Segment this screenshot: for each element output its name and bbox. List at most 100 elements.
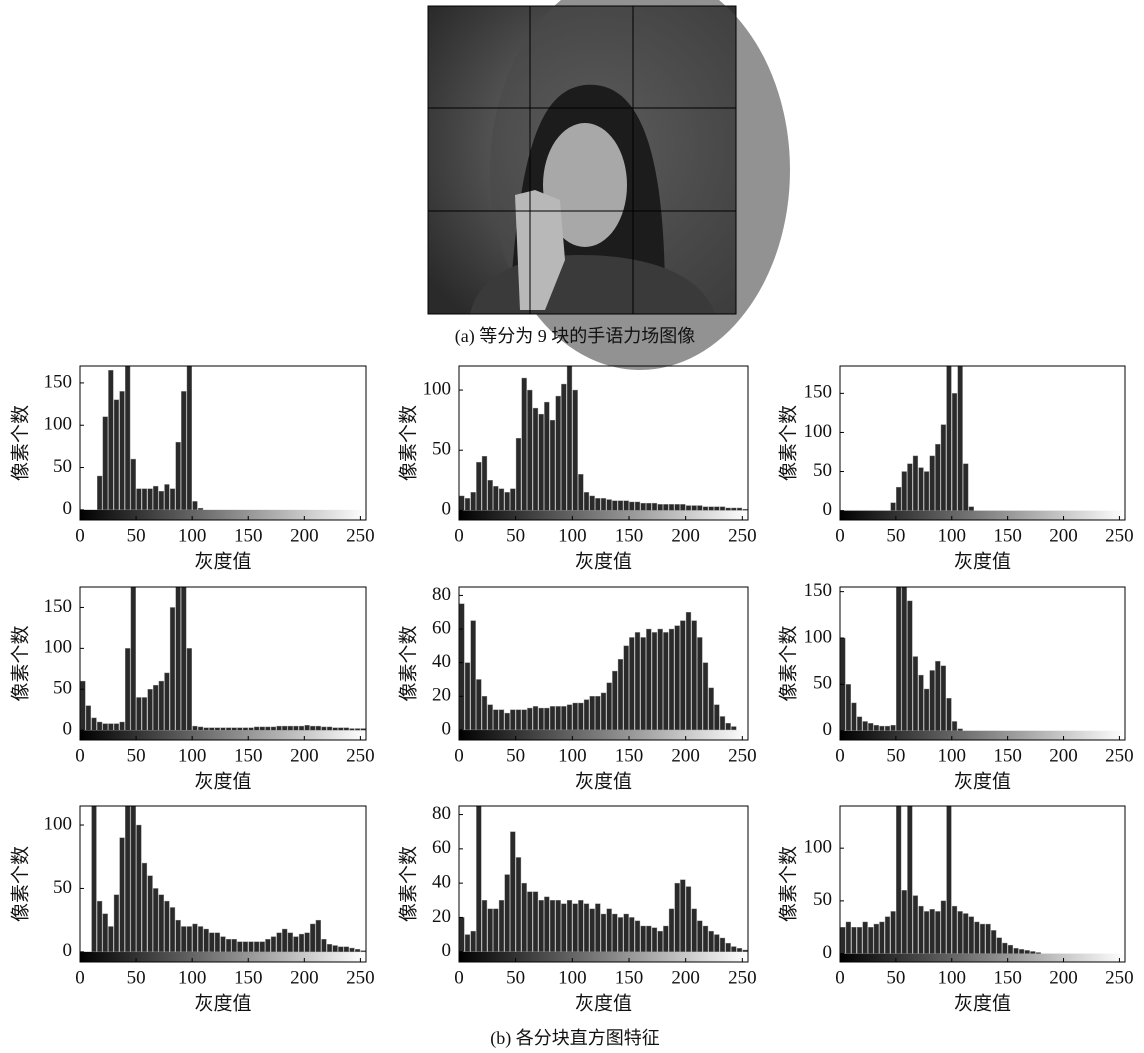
bar — [940, 665, 946, 731]
x-tick-label: 50 — [506, 525, 525, 546]
axes-frame — [79, 586, 367, 741]
bar — [612, 670, 618, 731]
bar — [85, 705, 92, 731]
bar — [80, 680, 86, 731]
bar — [164, 484, 170, 511]
gray-scale-bar — [459, 510, 748, 520]
x-tick-label: 50 — [127, 745, 146, 766]
bar — [164, 900, 170, 953]
bar — [175, 441, 181, 511]
bar — [338, 727, 344, 731]
bar — [237, 727, 243, 731]
x-tick-label: 150 — [234, 525, 263, 546]
y-axis-label: 像素个数 — [397, 405, 419, 481]
bar — [896, 586, 902, 731]
bar — [697, 637, 703, 731]
bar — [708, 930, 714, 952]
bar — [203, 727, 209, 731]
bar — [544, 896, 550, 952]
bar — [851, 927, 857, 954]
bar — [968, 506, 974, 511]
bar — [583, 492, 590, 511]
bar — [646, 628, 652, 731]
bar — [315, 919, 321, 953]
y-tick-label: 0 — [63, 940, 73, 961]
bar — [476, 805, 482, 952]
bar — [668, 628, 675, 731]
bar — [725, 507, 731, 511]
bar — [338, 946, 344, 953]
y-axis-label: 像素个数 — [9, 846, 31, 922]
bar — [555, 706, 561, 731]
x-tick-label: 100 — [558, 745, 587, 766]
x-tick-label: 150 — [993, 967, 1022, 988]
y-tick-label: 0 — [442, 940, 452, 961]
y-tick-label: 100 — [804, 626, 833, 647]
bar — [214, 727, 220, 731]
histogram-panel: 0 50 100 150 200 250 0 50 100 150 灰度值 像素个数 — [9, 586, 375, 792]
bar — [487, 908, 493, 952]
bar — [119, 721, 125, 731]
bar — [929, 670, 935, 731]
bar — [725, 942, 731, 952]
x-axis-label: 灰度值 — [954, 992, 1011, 1014]
y-tick-label: 0 — [442, 499, 452, 520]
bar — [130, 586, 136, 731]
y-tick-label: 100 — [44, 813, 73, 834]
bar — [578, 900, 584, 952]
bar — [851, 702, 857, 731]
bar — [119, 837, 125, 953]
bar — [265, 938, 271, 953]
x-tick-label: 50 — [506, 745, 525, 766]
bar — [186, 926, 192, 953]
bar — [169, 488, 176, 511]
bar — [929, 909, 935, 954]
y-tick-label: 0 — [63, 719, 73, 740]
x-tick-label: 50 — [127, 967, 146, 988]
bar — [147, 875, 153, 953]
y-tick-label: 100 — [423, 378, 452, 399]
y-tick-label: 0 — [823, 942, 833, 963]
bar — [125, 365, 131, 511]
bar — [561, 383, 567, 511]
figure-caption: (b) 各分块直方图特征 — [490, 1028, 660, 1049]
bar — [731, 726, 737, 731]
x-tick-label: 50 — [886, 525, 905, 546]
bar — [907, 463, 913, 511]
bar — [136, 824, 142, 953]
y-tick-label: 100 — [44, 414, 73, 435]
bar — [91, 717, 97, 731]
bar — [231, 727, 237, 731]
bar — [600, 692, 607, 731]
bar — [1035, 952, 1041, 954]
x-tick-label: 100 — [558, 525, 587, 546]
bar — [521, 882, 527, 952]
bar — [680, 504, 686, 511]
bar — [493, 709, 499, 731]
x-tick-label: 250 — [1105, 745, 1134, 766]
x-tick-label: 250 — [728, 967, 757, 988]
bar — [896, 805, 902, 954]
y-tick-label: 50 — [53, 456, 72, 477]
bar — [629, 501, 635, 511]
bar — [470, 492, 476, 511]
x-tick-label: 50 — [506, 967, 525, 988]
bar — [349, 728, 355, 731]
bar — [912, 656, 919, 731]
bar — [901, 890, 907, 954]
x-tick-label: 200 — [1049, 745, 1078, 766]
bar — [957, 911, 963, 954]
bar — [321, 938, 327, 953]
bar — [929, 455, 935, 511]
bar — [731, 946, 737, 952]
bar — [220, 727, 226, 731]
x-tick-label: 200 — [290, 745, 319, 766]
bar — [209, 727, 215, 731]
y-tick-label: 100 — [44, 637, 73, 658]
bar — [680, 620, 686, 731]
y-axis-label: 像素个数 — [777, 846, 799, 922]
axes-frame — [458, 805, 749, 963]
x-tick-label: 50 — [127, 525, 146, 546]
bar — [691, 908, 697, 952]
x-tick-label: 150 — [615, 967, 644, 988]
